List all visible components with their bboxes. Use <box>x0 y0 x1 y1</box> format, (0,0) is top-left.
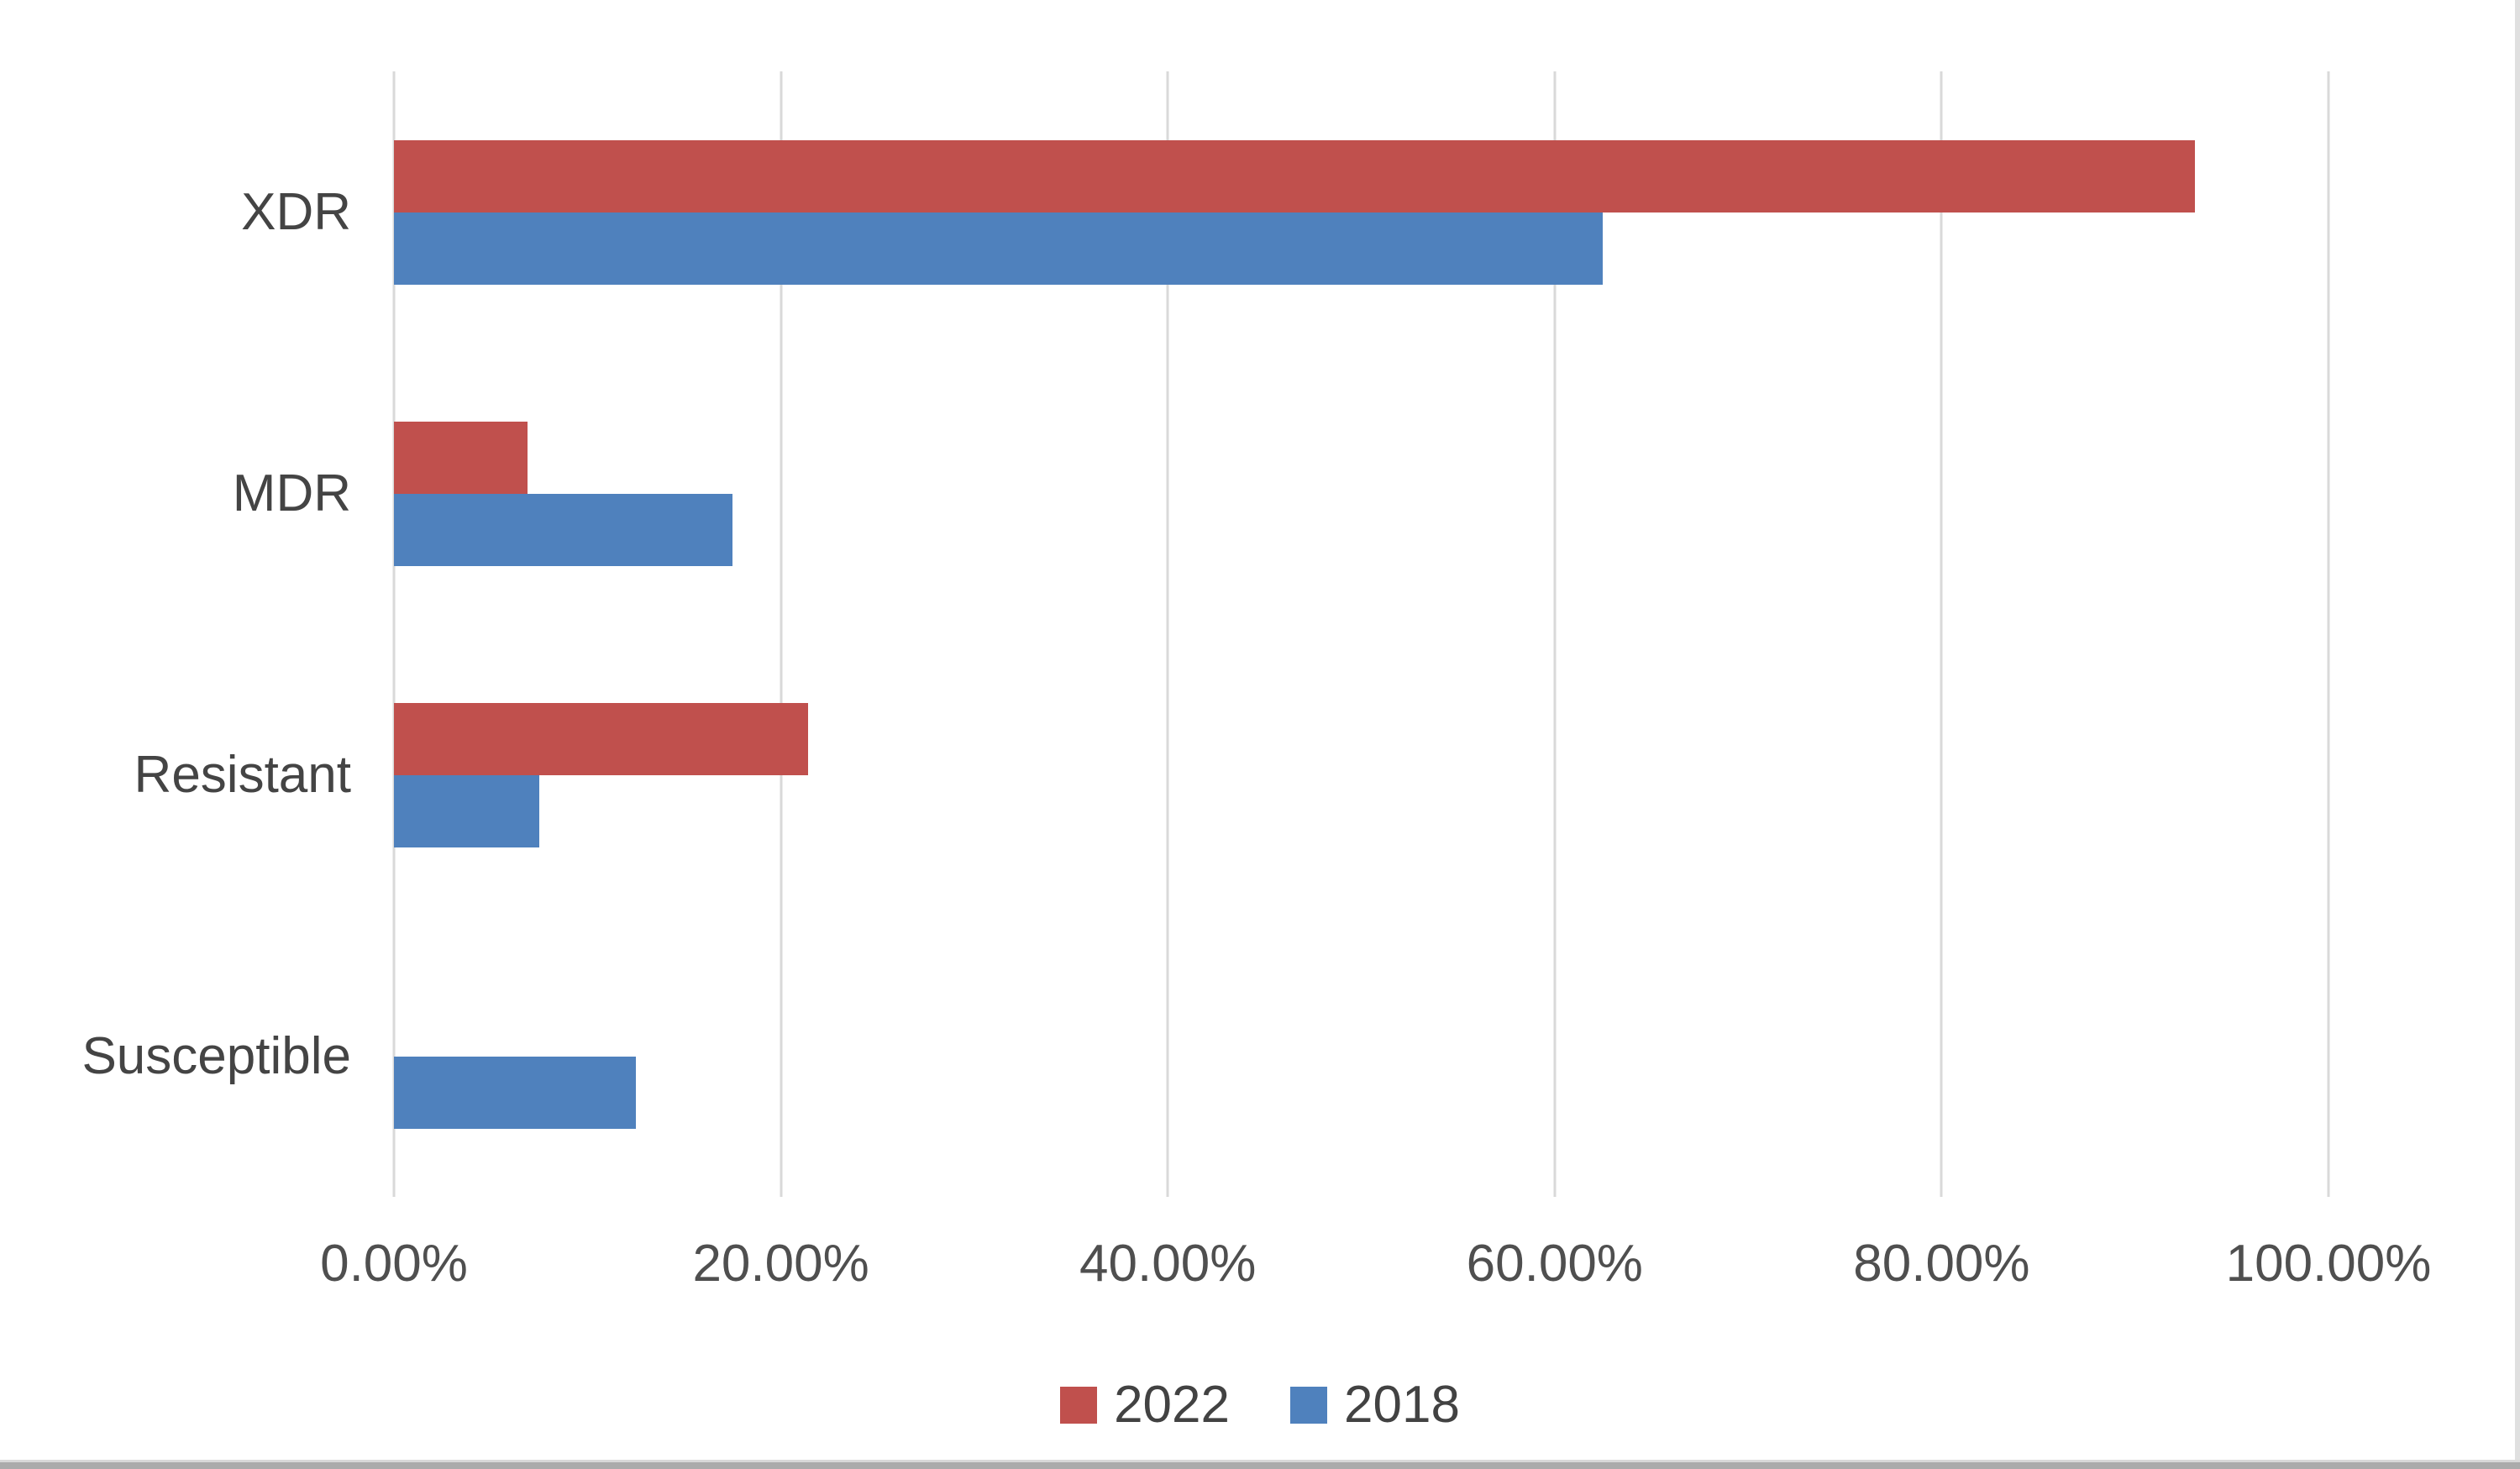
x-tick-label: 20.00% <box>692 1235 869 1293</box>
gridline <box>1166 71 1169 1197</box>
bar-2018-Resistant <box>394 774 539 847</box>
x-tick-label: 40.00% <box>1079 1235 1257 1293</box>
legend-swatch-icon <box>1290 1387 1327 1424</box>
x-tick-label: 100.00% <box>2225 1235 2432 1293</box>
plot-area <box>392 71 2330 1197</box>
window-edge-right <box>2515 0 2520 1469</box>
bar-2022-MDR <box>394 421 528 494</box>
category-axis: XDR MDR Resistant Susceptible <box>0 71 351 1197</box>
category-label: XDR <box>241 182 351 241</box>
gridline <box>780 71 783 1197</box>
category-label: MDR <box>232 464 351 522</box>
category-label: Resistant <box>134 745 351 804</box>
category-label: Susceptible <box>81 1026 351 1085</box>
x-tick-label: 0.00% <box>320 1235 468 1293</box>
legend-item-2022: 2022 <box>1060 1369 1230 1441</box>
x-tick-label: 80.00% <box>1853 1235 2030 1293</box>
x-tick-label: 60.00% <box>1466 1235 1643 1293</box>
gridline <box>2327 71 2330 1197</box>
legend-item-2018: 2018 <box>1290 1369 1460 1441</box>
bar-2018-MDR <box>394 493 733 566</box>
legend-label: 2022 <box>1114 1376 1230 1434</box>
bar-2018-Susceptible <box>394 1056 636 1129</box>
bar-2022-Resistant <box>394 702 808 775</box>
gridline <box>392 71 396 1197</box>
bar-2022-XDR <box>394 139 2196 212</box>
legend-swatch-icon <box>1060 1387 1098 1424</box>
bar-2018-XDR <box>394 212 1604 285</box>
gridline <box>1940 71 1943 1197</box>
gridline <box>1553 71 1557 1197</box>
window-edge-bottom <box>0 1460 2520 1469</box>
legend-label: 2018 <box>1344 1376 1460 1434</box>
legend: 2022 2018 <box>0 1369 2520 1441</box>
